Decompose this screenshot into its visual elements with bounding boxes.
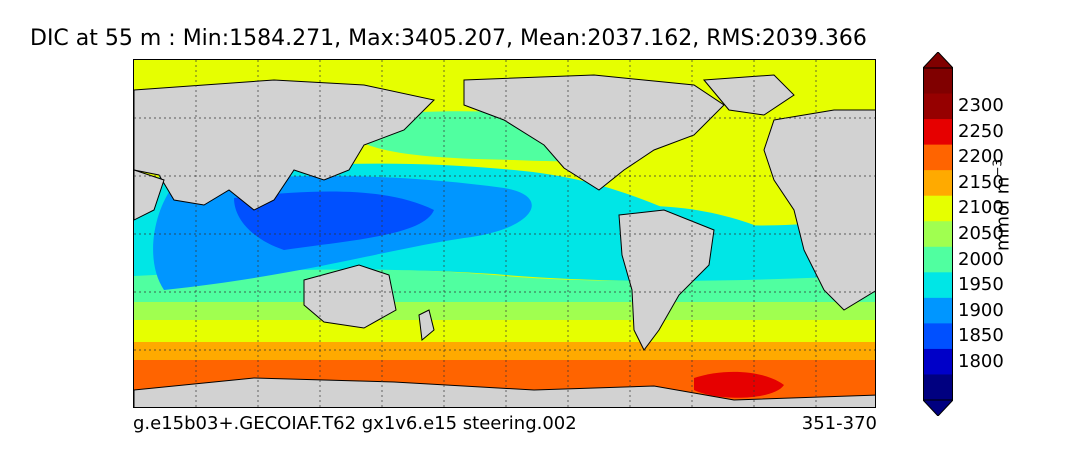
antarctica [134, 377, 875, 407]
north-america [463, 74, 725, 191]
lat-lon-grid [134, 60, 875, 407]
colorbar-unit: mmol m−3 [991, 159, 1014, 251]
colorbar-segment [923, 93, 953, 120]
band-south-2050 [134, 300, 875, 320]
unit-exponent: −3 [990, 158, 1005, 177]
colorbar-segment [923, 297, 953, 324]
colorbar-tick-label: 1800 [958, 350, 1004, 372]
colorbar-tick-label: 2250 [958, 120, 1004, 142]
colorbar-segment [923, 195, 953, 222]
land-masses [134, 74, 875, 407]
colorbar-segment [923, 323, 953, 350]
colorbar-segment [923, 221, 953, 248]
colorbar-tick-label: 2200 [958, 146, 1004, 168]
colorbar-tick-label: 2150 [958, 171, 1004, 193]
colorbar-tick-label: 2000 [958, 248, 1004, 270]
australia [303, 264, 397, 329]
colorbar [923, 52, 953, 416]
colorbar-segment [923, 272, 953, 299]
colorbar-tick-label: 2050 [958, 223, 1004, 244]
colorbar-segment [923, 119, 953, 146]
new-zealand [418, 309, 435, 341]
colorbar-tick-label: 1900 [958, 299, 1004, 321]
south-america [618, 209, 715, 351]
warm-pool-1900 [234, 191, 434, 250]
unit-base: mmol m [992, 176, 1014, 252]
colorbar-segment [923, 348, 953, 375]
map-canvas [134, 60, 875, 407]
plot-title: DIC at 55 m : Min:1584.271, Max:3405.207… [30, 26, 867, 51]
colorbar-segment [923, 246, 953, 273]
colorbar-under-arrow [923, 399, 953, 416]
colorbar-over-arrow [923, 52, 953, 69]
weddell-patch [694, 371, 784, 398]
colorbar-segment [923, 144, 953, 171]
colorbar-segment [923, 68, 953, 95]
colorbar-tick-label: 1850 [958, 325, 1004, 347]
europe-africa [763, 109, 875, 311]
case-name: g.e15b03+.GECOIAF.T62 gx1v6.e15 steering… [133, 413, 577, 434]
band-south-2100 [134, 320, 875, 342]
greenland [702, 74, 795, 116]
year-range: 351-370 [801, 413, 877, 434]
ocean-map [133, 59, 876, 408]
colorbar-segment [923, 170, 953, 197]
colorbar-segment [923, 374, 953, 401]
africa-east [134, 169, 165, 221]
colorbar-border [923, 67, 953, 401]
colorbar-tick-label: 2100 [958, 197, 1004, 219]
colorbar-tick-label: 1950 [958, 274, 1004, 296]
band-south-2150 [134, 342, 875, 360]
eurasia [134, 79, 436, 211]
colorbar-tick-label: 2300 [958, 95, 1004, 117]
